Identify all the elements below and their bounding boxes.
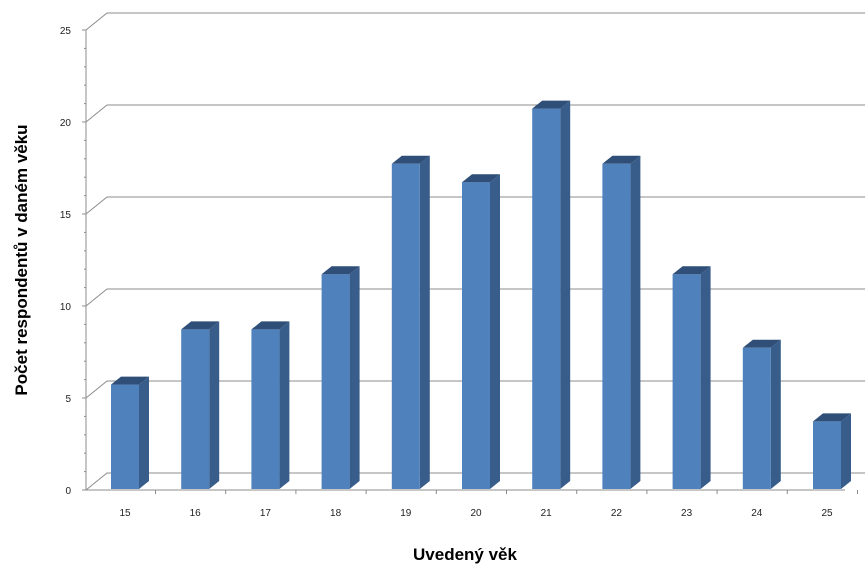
x-tick-label: 18 bbox=[330, 508, 342, 519]
bar-top bbox=[742, 339, 781, 348]
bar-side bbox=[841, 413, 851, 489]
bar bbox=[672, 266, 711, 489]
bar bbox=[391, 155, 430, 490]
x-tick-label: 15 bbox=[119, 508, 131, 519]
x-axis-title: Uvedený věk bbox=[413, 545, 517, 564]
bar-front bbox=[111, 384, 139, 489]
bar-side bbox=[490, 174, 500, 489]
bar-front bbox=[251, 329, 280, 489]
bar-side bbox=[419, 155, 430, 490]
x-tick-label: 22 bbox=[611, 508, 623, 519]
bar bbox=[181, 321, 220, 489]
gridline bbox=[85, 104, 865, 123]
y-tick-label: 10 bbox=[60, 302, 72, 313]
bar-side bbox=[770, 339, 781, 489]
bar-top bbox=[462, 174, 500, 183]
bar bbox=[321, 266, 360, 489]
bar-front bbox=[602, 163, 631, 490]
bar bbox=[532, 100, 571, 489]
x-tick-label: 24 bbox=[751, 508, 763, 519]
bar bbox=[111, 376, 149, 489]
bar-front bbox=[672, 274, 701, 489]
bar-front bbox=[181, 329, 210, 489]
bar bbox=[813, 413, 851, 489]
y-tick-label: 25 bbox=[60, 26, 72, 37]
bar-front bbox=[462, 182, 490, 489]
bar-side bbox=[700, 266, 711, 489]
x-tick-label: 25 bbox=[821, 508, 833, 519]
bar-top bbox=[532, 100, 571, 109]
x-tick-label: 23 bbox=[681, 508, 693, 519]
bar-top bbox=[391, 155, 430, 164]
bar-side bbox=[209, 321, 220, 489]
y-tick-label: 0 bbox=[65, 486, 71, 497]
bar-top bbox=[602, 155, 641, 164]
bar-side bbox=[279, 321, 290, 489]
gridline bbox=[85, 12, 865, 31]
x-tick-label: 21 bbox=[541, 508, 553, 519]
y-axis-title: Počet respondentů v daném věku bbox=[12, 124, 31, 395]
bar-front bbox=[742, 347, 771, 489]
bars bbox=[111, 100, 851, 490]
x-tick-label: 19 bbox=[400, 508, 412, 519]
bar bbox=[742, 339, 781, 489]
bar-side bbox=[630, 155, 641, 490]
axes bbox=[82, 29, 858, 494]
bar-top bbox=[321, 266, 360, 275]
bar bbox=[602, 155, 641, 490]
bar-side bbox=[139, 376, 149, 489]
bar-front bbox=[532, 108, 561, 489]
bar-front bbox=[321, 274, 350, 489]
bar bbox=[251, 321, 290, 489]
bar-side bbox=[349, 266, 360, 489]
y-tick-label: 20 bbox=[60, 118, 72, 129]
x-tick-labels: 15 16 17 18 19 20 21 22 23 24 25 bbox=[119, 508, 833, 519]
bar-top bbox=[251, 321, 290, 330]
y-tick-label: 5 bbox=[65, 394, 71, 405]
bar-top bbox=[813, 413, 851, 422]
bar bbox=[462, 174, 500, 489]
bar-top bbox=[181, 321, 220, 330]
x-tick-label: 20 bbox=[470, 508, 482, 519]
bar-front bbox=[813, 421, 841, 489]
bar-top bbox=[672, 266, 711, 275]
y-tick-label: 15 bbox=[60, 210, 72, 221]
x-tick-label: 16 bbox=[190, 508, 202, 519]
bar-top bbox=[111, 376, 149, 385]
y-tick-labels: 0 5 10 15 20 25 bbox=[60, 26, 72, 497]
bar-front bbox=[391, 163, 420, 490]
x-tick-label: 17 bbox=[260, 508, 272, 519]
bar-side bbox=[560, 100, 571, 489]
